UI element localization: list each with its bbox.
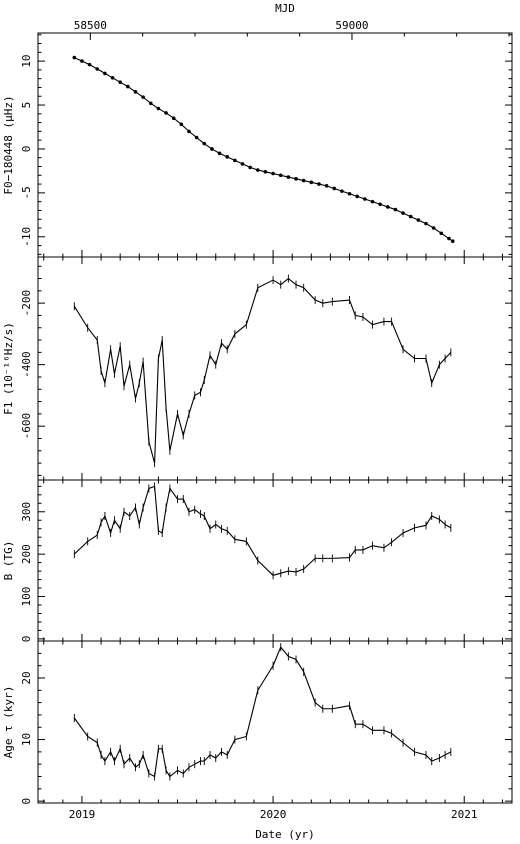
year-tick-label: 2019 <box>69 808 96 821</box>
panel-age: 0 10 20 Age τ (kyr) <box>2 640 513 805</box>
data-point <box>133 90 138 94</box>
top-axis-label: MJD <box>275 2 295 15</box>
series-line-b <box>73 485 452 576</box>
y-axis-label: F0−180448 (μHz) <box>2 95 15 194</box>
y-tick-label: -200 <box>20 290 33 317</box>
data-point <box>286 175 291 179</box>
data-point <box>187 129 191 134</box>
y-axis-label: F1 (10⁻¹⁶Hz/s) <box>2 322 15 415</box>
panel-frame <box>37 479 513 642</box>
data-point <box>118 80 122 84</box>
data-point <box>416 218 421 222</box>
y-tick-label: -10 <box>20 227 33 247</box>
y-tick-label: 20 <box>20 671 33 684</box>
data-point <box>370 199 375 204</box>
data-point <box>156 106 161 111</box>
data-point <box>378 202 382 207</box>
data-point <box>240 162 245 166</box>
y-tick-label: 10 <box>20 733 33 746</box>
series-line-f0 <box>74 57 454 242</box>
data-point <box>278 173 283 178</box>
y-axis-label: Age τ (kyr) <box>2 686 15 759</box>
series-line-f1 <box>73 277 452 464</box>
y-tick-label: 200 <box>20 544 33 564</box>
panel-f0: -10 -5 0 5 10 F0−180448 (μHz) <box>2 32 513 258</box>
data-point <box>332 186 337 191</box>
data-point <box>424 221 428 226</box>
data-point <box>324 184 329 188</box>
y-tick-label: 0 <box>20 636 33 643</box>
data-point <box>393 207 398 212</box>
mjd-tick-label: 59000 <box>335 19 368 32</box>
data-point <box>171 116 176 121</box>
data-point <box>141 95 145 99</box>
y-tick-label: 5 <box>20 102 33 109</box>
data-point <box>225 155 230 159</box>
y-tick-label: 300 <box>20 502 33 522</box>
y-tick-label: 100 <box>20 587 33 607</box>
data-point <box>87 62 92 67</box>
data-point <box>210 147 214 151</box>
panel-frame <box>37 640 513 804</box>
year-tick-label: 2021 <box>451 808 478 821</box>
data-point <box>363 197 367 201</box>
data-point <box>408 214 413 219</box>
data-point <box>95 67 100 71</box>
data-point <box>110 76 115 80</box>
data-point <box>179 122 184 127</box>
data-point <box>263 169 268 174</box>
data-point <box>450 239 455 243</box>
data-point <box>164 111 168 115</box>
y-tick-label: -400 <box>20 351 33 378</box>
data-point <box>271 171 275 176</box>
panel-b: 0 100 200 300 B (TG) <box>2 479 513 643</box>
data-point <box>401 211 405 215</box>
data-point <box>347 191 352 196</box>
data-point <box>385 205 390 209</box>
panel-f1: -600 -400 -200 F1 (10⁻¹⁶Hz/s) <box>2 256 513 481</box>
panels-group: -10 -5 0 5 10 F0−180448 (μHz) -600 -400 -200 F1 (… <box>2 32 513 805</box>
data-point <box>80 59 84 63</box>
y-tick-label: 0 <box>20 146 33 153</box>
data-point <box>294 177 298 181</box>
y-tick-label: 10 <box>20 54 33 67</box>
series-line-age <box>73 646 452 778</box>
data-point <box>301 178 306 183</box>
data-point <box>217 151 222 156</box>
y-axis-label: B (TG) <box>2 541 15 581</box>
data-point <box>309 180 314 185</box>
data-point <box>317 182 321 186</box>
mjd-tick-label: 58500 <box>74 19 107 32</box>
data-point <box>248 165 252 170</box>
year-tick-label: 2020 <box>260 808 287 821</box>
data-point <box>233 158 237 163</box>
bottom-axis-label: Date (yr) <box>255 828 315 841</box>
data-point <box>126 84 130 89</box>
data-point <box>148 101 153 106</box>
data-point <box>194 135 199 140</box>
y-tick-label: -5 <box>20 186 33 199</box>
data-point <box>447 236 451 241</box>
data-point <box>103 71 107 76</box>
data-point <box>431 226 436 230</box>
y-tick-label: -600 <box>20 413 33 440</box>
data-point <box>355 194 359 199</box>
panel-frame <box>37 256 513 481</box>
data-point <box>202 141 207 146</box>
panel-frame <box>37 32 513 258</box>
data-point <box>72 55 77 60</box>
data-point <box>255 168 260 172</box>
y-tick-label: 0 <box>20 798 33 805</box>
data-point <box>439 231 444 236</box>
data-point <box>340 189 344 193</box>
